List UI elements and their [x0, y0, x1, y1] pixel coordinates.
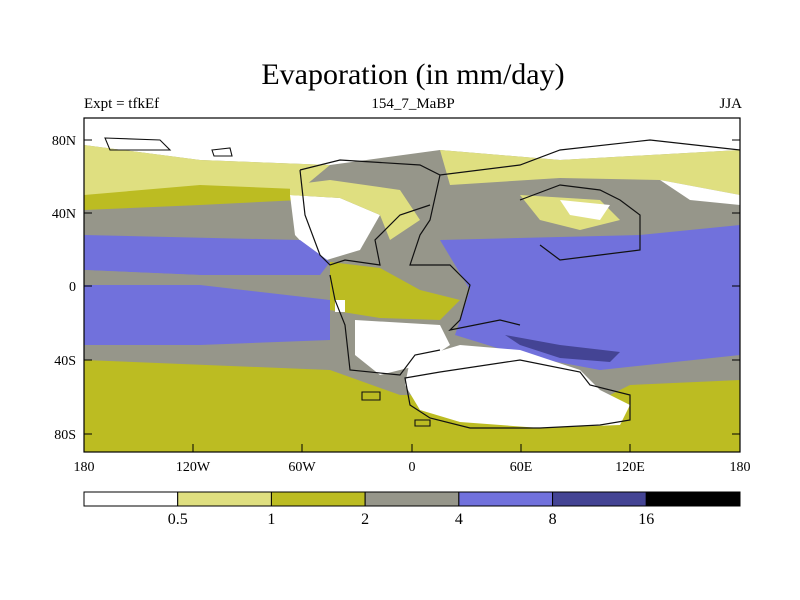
colorbar-swatch: [270, 491, 366, 507]
colorbar-swatch: [83, 491, 179, 507]
colorbar-swatch: [458, 491, 554, 507]
lon-tick-label: 60W: [288, 460, 316, 475]
lon-tick-label: 0: [409, 460, 416, 475]
lat-tick-label: 0: [69, 280, 76, 295]
lat-tick-label: 40N: [52, 207, 76, 222]
colorbar-swatch: [645, 491, 741, 507]
season-label: JJA: [719, 96, 742, 112]
lon-tick-label: 120E: [615, 460, 645, 475]
evaporation-field: [84, 118, 740, 452]
map-title: Evaporation (in mm/day): [261, 58, 565, 91]
colorbar-label: 2: [361, 511, 369, 528]
coastline: [299, 139, 740, 376]
lat-axis: 80N 40N 0 40S 80S: [52, 134, 740, 443]
colorbar-label: 0.5: [168, 511, 188, 528]
colorbar-label: 1: [267, 511, 275, 528]
time-label: 154_7_MaBP: [371, 96, 455, 112]
colorbar-label: 8: [549, 511, 557, 528]
colorbar-swatch: [177, 491, 272, 507]
lon-tick-label: 180: [730, 460, 751, 475]
lat-tick-label: 80S: [54, 428, 76, 443]
lat-tick-label: 80N: [52, 134, 76, 149]
lon-tick-label: 180: [74, 460, 95, 475]
lon-axis: 180 120W 60W 0 60E 120E 180: [74, 444, 751, 475]
lon-tick-label: 60E: [510, 460, 533, 475]
lat-tick-label: 40S: [54, 354, 76, 369]
lon-tick-label: 120W: [176, 460, 211, 475]
colorbar-swatch: [364, 491, 460, 507]
colorbar-label: 16: [638, 511, 654, 528]
colorbar-label: 4: [455, 511, 463, 528]
colorbar: 0.5 1 2 4 8 16: [83, 491, 741, 528]
colorbar-swatch: [552, 491, 647, 507]
experiment-label: Expt = tfkEf: [84, 96, 160, 112]
